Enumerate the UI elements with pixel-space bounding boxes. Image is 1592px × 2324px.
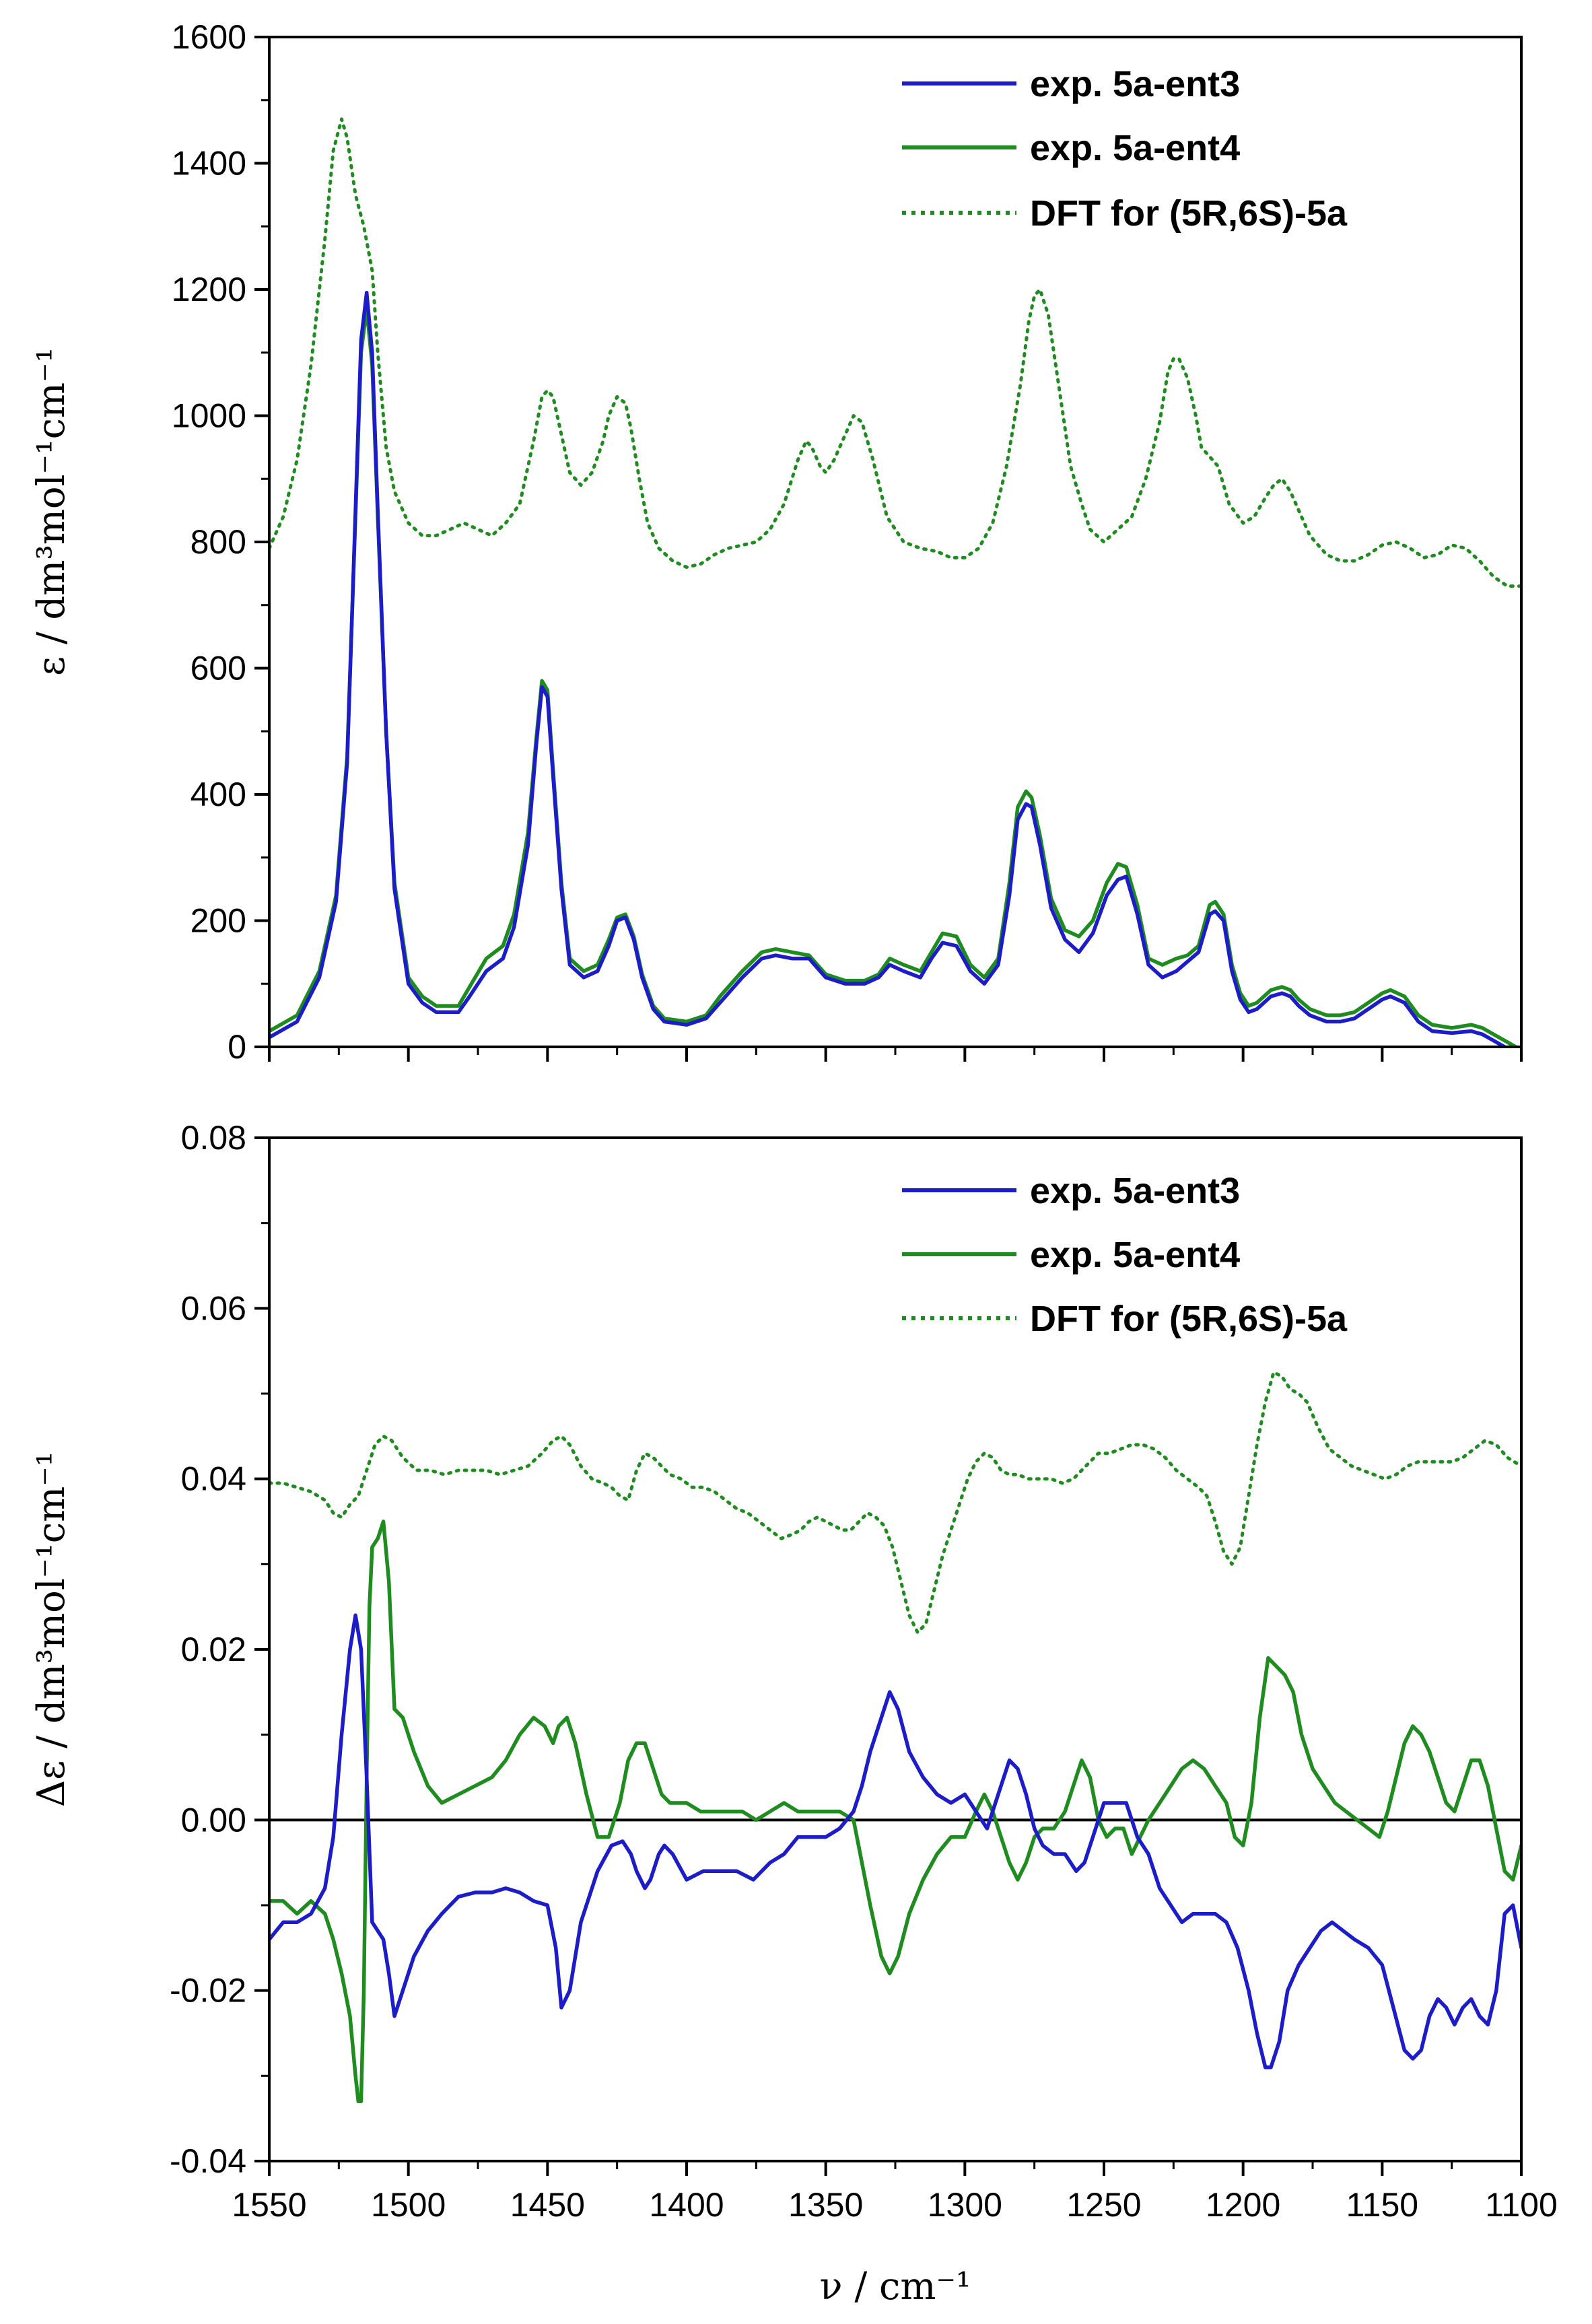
top-series-group: [269, 117, 1521, 1047]
bottom-ytick-label: -0.04: [170, 2142, 246, 2180]
top-x-ticks: [268, 1047, 1523, 1062]
bottom-series-dft: [269, 1370, 1521, 1635]
bottom-ytick-label: 0.06: [181, 1289, 246, 1327]
bottom-ytick-label: 0.04: [181, 1460, 246, 1498]
bottom-ytick-label: -0.02: [170, 1972, 246, 2010]
bottom-xtick-label: 1350: [788, 2186, 863, 2224]
top-plot-frame: [268, 36, 1523, 1048]
top-series-ent4: [269, 306, 1520, 1047]
bottom-ytick-label: 0.08: [181, 1119, 246, 1157]
top-panel: ε / dm³mol⁻¹cm⁻¹ 0 200 400 600 800 1000 1200 14…: [30, 18, 1523, 1066]
bottom-xtick-label: 1500: [371, 2186, 446, 2224]
top-ytick-label: 400: [191, 776, 246, 813]
bottom-panel: Δε / dm³mol⁻¹cm⁻¹ -0.04 -0.02 0.00 0.02 0.04…: [30, 1119, 1558, 2309]
bottom-series-ent3: [269, 1613, 1521, 2070]
top-ytick-label: 200: [191, 902, 246, 940]
top-y-axis-title: ε / dm³mol⁻¹cm⁻¹: [30, 347, 73, 676]
bottom-xtick-label: 1150: [1346, 2186, 1419, 2224]
bottom-y-ticks: -0.04 -0.02 0.00 0.02 0.04 0.06 0.08: [170, 1119, 269, 2180]
bottom-xtick-label: 1300: [928, 2186, 1002, 2224]
bottom-legend-label-dft: DFT for (5R,6S)-5a: [1030, 1299, 1348, 1339]
bottom-series-ent4: [269, 1519, 1521, 2104]
top-ytick-label: 800: [191, 523, 246, 561]
bottom-plot-frame: [268, 1136, 1523, 2162]
top-legend-label-dft: DFT for (5R,6S)-5a: [1030, 193, 1348, 234]
bottom-ytick-label: 0.02: [181, 1631, 246, 1668]
top-y-ticks: 0 200 400 600 800 1000 1200 1400 1600: [172, 18, 269, 1066]
bottom-plot-clip: [269, 1370, 1521, 2104]
bottom-xtick-label: 1450: [510, 2186, 585, 2224]
bottom-xtick-label: 1250: [1066, 2186, 1141, 2224]
top-legend-label-ent4: exp. 5a-ent4: [1030, 128, 1240, 168]
top-ytick-label: 600: [191, 650, 246, 687]
bottom-xtick-label: 1400: [649, 2186, 724, 2224]
bottom-x-ticks: 1550 1500 1450 1400 1350 1300 1250 1200 1150 1100: [232, 2161, 1558, 2224]
top-ytick-label: 1600: [172, 18, 246, 56]
top-series-dft: [269, 117, 1521, 588]
top-plot-clip: [269, 117, 1521, 1047]
top-series-ent3: [269, 290, 1509, 1047]
bottom-xtick-label: 1550: [232, 2186, 306, 2224]
bottom-ytick-label: 0.00: [181, 1801, 246, 1839]
top-ytick-label: 1400: [172, 145, 246, 182]
top-legend: exp. 5a-ent3 exp. 5a-ent4 DFT for (5R,6S…: [902, 64, 1348, 234]
top-ytick-label: 1000: [172, 397, 246, 435]
bottom-legend: exp. 5a-ent3 exp. 5a-ent4 DFT for (5R,6S…: [902, 1171, 1348, 1339]
bottom-y-axis-title: Δε / dm³mol⁻¹cm⁻¹: [30, 1451, 73, 1808]
bottom-legend-label-ent4: exp. 5a-ent4: [1030, 1235, 1240, 1275]
top-legend-label-ent3: exp. 5a-ent3: [1030, 64, 1240, 104]
bottom-series-group: [269, 1370, 1521, 2104]
bottom-x-axis-title: ν / cm⁻¹: [820, 2265, 971, 2309]
bottom-xtick-label: 1100: [1485, 2186, 1558, 2224]
bottom-xtick-label: 1200: [1206, 2186, 1280, 2224]
top-ytick-label: 1200: [172, 271, 246, 308]
bottom-legend-label-ent3: exp. 5a-ent3: [1030, 1171, 1240, 1211]
top-ytick-label: 0: [228, 1028, 246, 1066]
